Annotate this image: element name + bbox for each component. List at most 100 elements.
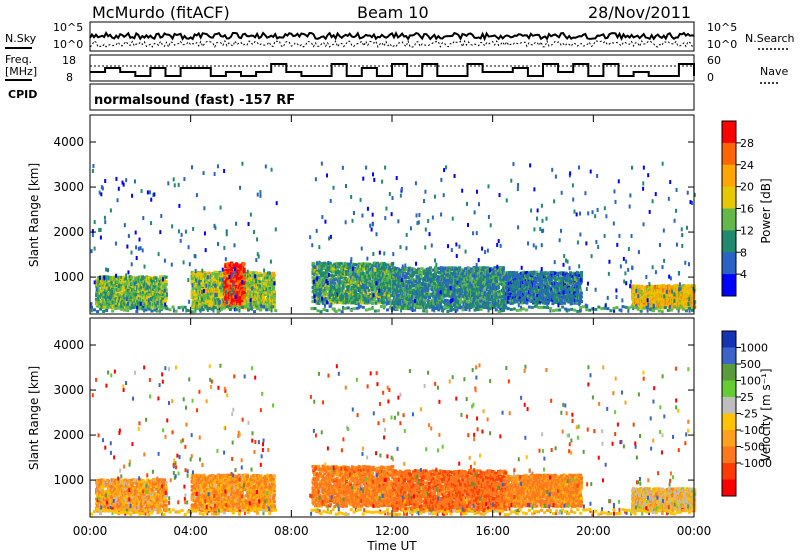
heatmap-cell <box>142 300 146 304</box>
heatmap-cell <box>103 295 107 299</box>
heatmap-cell <box>101 282 105 286</box>
heatmap-cell <box>144 299 148 303</box>
heatmap-cell <box>120 275 124 279</box>
heatmap-cell <box>112 284 116 288</box>
heatmap-cell <box>164 297 168 301</box>
noise-left-tick-bottom: 10^0 <box>53 38 83 51</box>
heatmap-cell <box>123 291 127 295</box>
heatmap-cell <box>126 280 130 284</box>
heatmap-cell <box>100 279 104 283</box>
heatmap-cell <box>152 299 156 303</box>
heatmap-cell <box>164 279 168 283</box>
heatmap-cell <box>142 276 146 280</box>
heatmap-cell <box>134 292 138 296</box>
heatmap-cell <box>117 281 121 285</box>
heatmap-cell <box>99 282 103 286</box>
heatmap-cell <box>113 298 117 302</box>
heatmap-cell <box>109 293 113 297</box>
heatmap-cell <box>111 301 115 305</box>
heatmap-cell <box>143 278 147 282</box>
heatmap-cell <box>144 291 148 295</box>
freq-left-tick-top: 18 <box>62 54 76 67</box>
freq-right-tick-top: 60 <box>707 54 721 67</box>
heatmap-cell <box>110 278 114 282</box>
date-label: 28/Nov/2011 <box>588 3 691 22</box>
heatmap-cell <box>122 280 126 284</box>
heatmap-cell <box>99 294 103 298</box>
heatmap-cell <box>120 281 124 285</box>
heatmap-cell <box>139 285 143 289</box>
heatmap-cell <box>400 289 404 293</box>
heatmap-cell <box>100 284 104 288</box>
heatmap-cell <box>116 275 120 279</box>
heatmap-cell <box>129 278 133 282</box>
heatmap-cell <box>272 294 276 298</box>
heatmap-cell <box>242 262 246 266</box>
heatmap-cell <box>145 303 149 307</box>
heatmap-cell <box>272 286 276 290</box>
heatmap-cell <box>230 268 234 272</box>
heatmap-cell <box>132 279 136 283</box>
heatmap-cell <box>142 278 146 282</box>
heatmap-cell <box>312 262 316 266</box>
heatmap-cell <box>103 290 107 294</box>
heatmap-cell <box>114 294 118 298</box>
heatmap-cell <box>144 295 148 299</box>
heatmap-cell <box>105 278 109 282</box>
heatmap-cell <box>123 300 127 304</box>
heatmap-cell <box>128 294 132 298</box>
heatmap-cell <box>157 305 161 309</box>
heatmap-cell <box>151 305 155 309</box>
heatmap-cell <box>272 273 276 277</box>
heatmap-cell <box>120 282 124 286</box>
noise-right-tick-top: 10^5 <box>707 21 737 34</box>
heatmap-cell <box>121 286 125 290</box>
heatmap-cell <box>134 297 138 301</box>
heatmap-cell <box>113 275 117 279</box>
heatmap-cell <box>108 285 112 289</box>
heatmap-cell <box>157 278 161 282</box>
heatmap-cell <box>123 296 127 300</box>
heatmap-cell <box>111 305 115 309</box>
heatmap-cell <box>104 276 108 280</box>
heatmap-cell <box>118 296 122 300</box>
heatmap-cell <box>108 298 112 302</box>
heatmap-cell <box>115 291 119 295</box>
heatmap-cell <box>116 278 120 282</box>
heatmap-cell <box>123 302 127 306</box>
heatmap-cell <box>104 283 108 287</box>
heatmap-cell <box>126 288 130 292</box>
site-title: McMurdo (fitACF) <box>92 3 230 22</box>
heatmap-cell <box>114 288 118 292</box>
heatmap-cell <box>132 275 136 279</box>
heatmap-cell <box>164 275 168 279</box>
heatmap-cell <box>121 288 125 292</box>
heatmap-cell <box>242 291 246 295</box>
heatmap-cell <box>107 279 111 283</box>
heatmap-cell <box>145 278 149 282</box>
heatmap-cell <box>371 301 375 305</box>
heatmap-cell <box>150 303 154 307</box>
heatmap-cell <box>139 282 143 286</box>
heatmap-cell <box>148 300 152 304</box>
heatmap-cell <box>140 293 144 297</box>
heatmap-cell <box>147 280 151 284</box>
heatmap-cell <box>157 281 161 285</box>
heatmap-cell <box>152 288 156 292</box>
power-heatmap-cells <box>90 161 697 314</box>
heatmap-cell <box>101 299 105 303</box>
heatmap-cell <box>143 284 147 288</box>
heatmap-cell <box>109 289 113 293</box>
heatmap-cell <box>96 282 100 286</box>
heatmap-cell <box>95 302 99 306</box>
heatmap-cell <box>118 302 122 306</box>
heatmap-cell <box>136 286 140 290</box>
heatmap-cell <box>147 291 151 295</box>
heatmap-cell <box>139 279 143 283</box>
cpid-panel-frame <box>89 83 695 111</box>
heatmap-cell <box>241 302 244 306</box>
heatmap-cell <box>136 294 140 298</box>
heatmap-cell <box>95 300 99 304</box>
heatmap-cell <box>104 301 108 305</box>
